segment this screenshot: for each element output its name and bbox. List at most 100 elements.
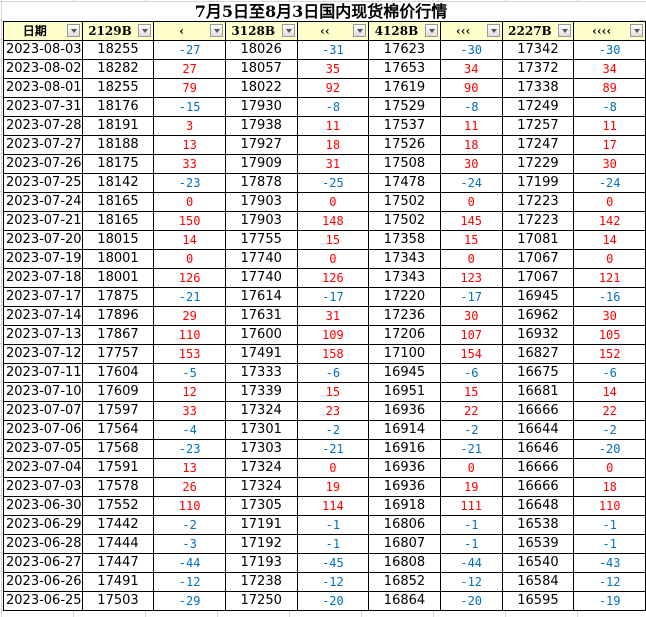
price-cell[interactable]: 16540 (501, 553, 575, 573)
change-cell[interactable]: 111 (439, 496, 503, 516)
price-cell[interactable]: 18001 (81, 268, 155, 288)
date-cell[interactable]: 2023-06-27 (3, 553, 83, 573)
date-cell[interactable]: 2023-07-19 (3, 249, 83, 269)
change-cell[interactable]: 22 (439, 401, 503, 421)
price-cell[interactable]: 16595 (501, 591, 575, 611)
price-cell[interactable]: 17938 (224, 116, 298, 136)
price-cell[interactable]: 17502 (368, 192, 441, 212)
date-cell[interactable]: 2023-07-12 (3, 344, 83, 364)
change-cell[interactable]: 0 (439, 192, 503, 212)
price-cell[interactable]: 18165 (81, 211, 155, 231)
price-cell[interactable]: 16951 (368, 382, 441, 402)
change-cell[interactable]: 34 (573, 59, 646, 79)
price-cell[interactable]: 16666 (501, 401, 575, 421)
date-cell[interactable]: 2023-08-03 (3, 40, 83, 60)
price-cell[interactable]: 16864 (368, 591, 441, 611)
price-cell[interactable]: 17305 (224, 496, 298, 516)
price-cell[interactable]: 17564 (81, 420, 155, 440)
change-cell[interactable]: 150 (153, 211, 226, 231)
price-cell[interactable]: 17529 (368, 97, 441, 117)
price-cell[interactable]: 17591 (81, 458, 155, 478)
change-cell[interactable]: 14 (153, 230, 226, 250)
change-cell[interactable]: 19 (296, 477, 370, 497)
price-cell[interactable]: 18282 (81, 59, 155, 79)
date-cell[interactable]: 2023-07-10 (3, 382, 83, 402)
change-cell[interactable]: 3 (153, 116, 226, 136)
price-cell[interactable]: 16648 (501, 496, 575, 516)
price-cell[interactable]: 17206 (368, 325, 441, 345)
change-cell[interactable]: -17 (296, 287, 370, 307)
date-cell[interactable]: 2023-07-24 (3, 192, 83, 212)
date-cell[interactable]: 2023-07-11 (3, 363, 83, 383)
filter-dropdown-icon[interactable] (424, 24, 438, 37)
price-cell[interactable]: 16807 (368, 534, 441, 554)
change-cell[interactable]: -12 (439, 572, 503, 592)
price-cell[interactable]: 18191 (81, 116, 155, 136)
price-cell[interactable]: 16666 (501, 477, 575, 497)
price-cell[interactable]: 16916 (368, 439, 441, 459)
change-cell[interactable]: 0 (573, 192, 646, 212)
price-cell[interactable]: 18255 (81, 40, 155, 60)
change-cell[interactable]: 29 (153, 306, 226, 326)
price-cell[interactable]: 16914 (368, 420, 441, 440)
change-cell[interactable]: 17 (573, 135, 646, 155)
change-cell[interactable]: -44 (439, 553, 503, 573)
change-cell[interactable]: 18 (296, 135, 370, 155)
price-cell[interactable]: 18255 (81, 78, 155, 98)
change-cell[interactable]: 22 (573, 401, 646, 421)
change-cell[interactable]: -44 (153, 553, 226, 573)
price-cell[interactable]: 17199 (501, 173, 575, 193)
price-cell[interactable]: 17067 (501, 249, 575, 269)
change-cell[interactable]: 110 (573, 496, 646, 516)
price-cell[interactable]: 17930 (224, 97, 298, 117)
date-cell[interactable]: 2023-07-13 (3, 325, 83, 345)
price-cell[interactable]: 17247 (501, 135, 575, 155)
change-cell[interactable]: -24 (439, 173, 503, 193)
price-cell[interactable]: 18176 (81, 97, 155, 117)
price-cell[interactable]: 17447 (81, 553, 155, 573)
change-cell[interactable]: -1 (573, 515, 646, 535)
price-cell[interactable]: 17619 (368, 78, 441, 98)
price-cell[interactable]: 16936 (368, 477, 441, 497)
date-cell[interactable]: 2023-06-26 (3, 572, 83, 592)
date-cell[interactable]: 2023-07-27 (3, 135, 83, 155)
price-cell[interactable]: 17193 (224, 553, 298, 573)
price-cell[interactable]: 17537 (368, 116, 441, 136)
price-cell[interactable]: 16918 (368, 496, 441, 516)
change-cell[interactable]: -3 (153, 534, 226, 554)
change-cell[interactable]: -17 (439, 287, 503, 307)
change-cell[interactable]: -25 (296, 173, 370, 193)
price-cell[interactable]: 17067 (501, 268, 575, 288)
change-cell[interactable]: 152 (573, 344, 646, 364)
date-cell[interactable]: 2023-07-06 (3, 420, 83, 440)
change-cell[interactable]: 15 (439, 382, 503, 402)
filter-dropdown-icon[interactable] (66, 24, 80, 37)
price-cell[interactable]: 17604 (81, 363, 155, 383)
change-cell[interactable]: 14 (573, 382, 646, 402)
change-cell[interactable]: -1 (439, 515, 503, 535)
change-cell[interactable]: 0 (153, 249, 226, 269)
change-cell[interactable]: -21 (296, 439, 370, 459)
change-cell[interactable]: 13 (153, 135, 226, 155)
change-cell[interactable]: -23 (153, 439, 226, 459)
change-cell[interactable]: 0 (439, 458, 503, 478)
change-cell[interactable]: 109 (296, 325, 370, 345)
price-cell[interactable]: 17740 (224, 268, 298, 288)
change-cell[interactable]: -16 (573, 287, 646, 307)
price-cell[interactable]: 17358 (368, 230, 441, 250)
change-cell[interactable]: 30 (439, 306, 503, 326)
change-cell[interactable]: 92 (296, 78, 370, 98)
change-cell[interactable]: 30 (573, 306, 646, 326)
change-cell[interactable]: -27 (153, 40, 226, 60)
price-cell[interactable]: 17623 (368, 40, 441, 60)
price-cell[interactable]: 17444 (81, 534, 155, 554)
price-cell[interactable]: 17343 (368, 249, 441, 269)
change-cell[interactable]: 13 (153, 458, 226, 478)
price-cell[interactable]: 17552 (81, 496, 155, 516)
price-cell[interactable]: 16538 (501, 515, 575, 535)
price-cell[interactable]: 16675 (501, 363, 575, 383)
change-cell[interactable]: 23 (296, 401, 370, 421)
filter-dropdown-icon[interactable] (558, 24, 572, 37)
price-cell[interactable]: 18022 (224, 78, 298, 98)
change-cell[interactable]: 33 (153, 154, 226, 174)
